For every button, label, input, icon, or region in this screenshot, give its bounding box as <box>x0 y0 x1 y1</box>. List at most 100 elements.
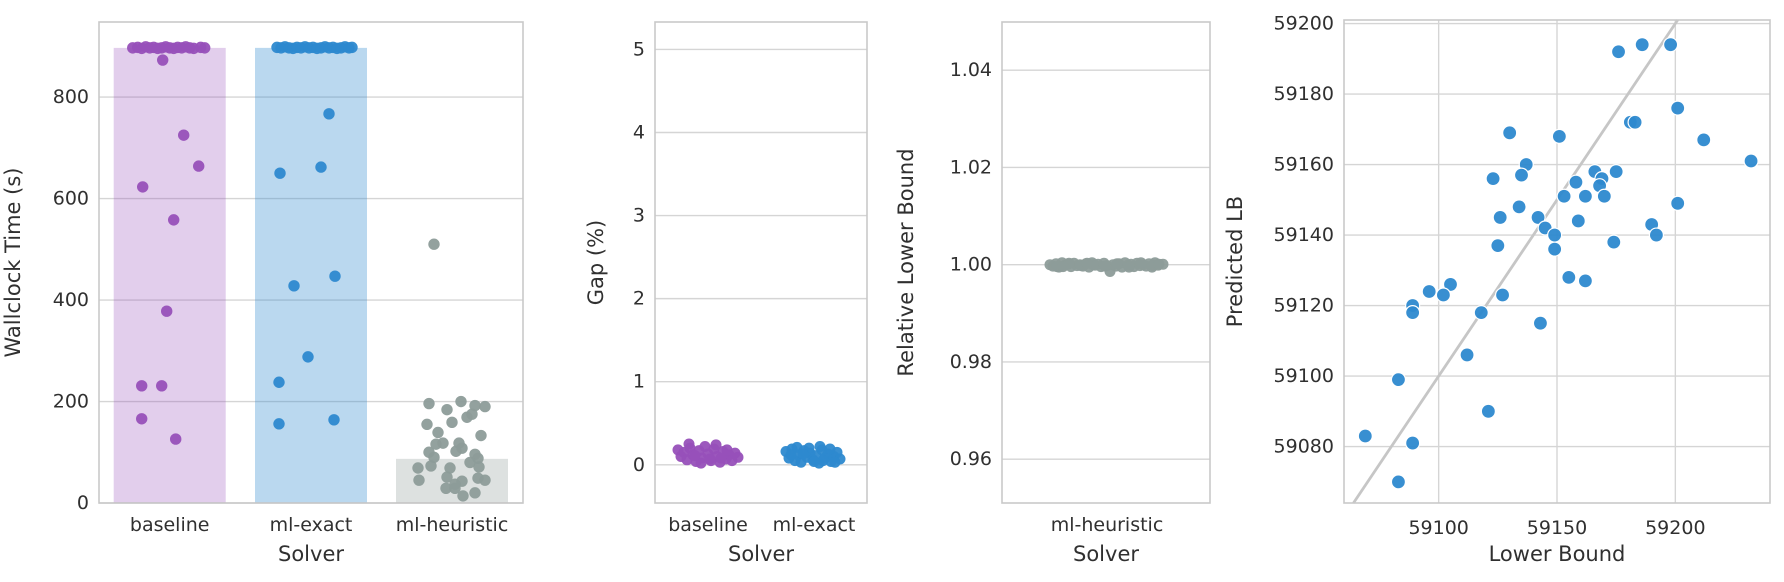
data-point <box>1502 125 1518 141</box>
data-point <box>1532 315 1549 331</box>
data-point-ml-exact <box>329 270 341 282</box>
data-point-baseline <box>710 439 722 451</box>
data-point-baseline <box>161 305 173 317</box>
data-point <box>1485 171 1501 187</box>
data-point <box>1648 227 1665 243</box>
data-point-baseline <box>170 433 182 445</box>
data-point-baseline <box>136 380 148 392</box>
y-tick-label: 1.00 <box>950 254 992 276</box>
y-axis-label: Predicted LB <box>1223 196 1247 327</box>
data-point-ml-heuristic <box>446 416 458 429</box>
data-point-ml-heuristic <box>440 482 452 494</box>
data-point <box>1530 209 1546 226</box>
data-point <box>1473 305 1489 321</box>
data-point-ml-heuristic <box>413 474 425 486</box>
y-tick-label: 59140 <box>1274 224 1334 246</box>
data-point-baseline <box>683 438 695 450</box>
x-category-label: ml-exact <box>773 514 856 536</box>
data-point-ml-heuristic <box>469 399 481 412</box>
y-tick-label: 0 <box>633 454 645 476</box>
data-point <box>1459 347 1475 363</box>
x-tick-label: 59200 <box>1645 517 1705 539</box>
data-point-ml-heuristic <box>444 462 456 474</box>
data-point-baseline <box>199 42 211 54</box>
y-tick-label: 4 <box>633 121 645 143</box>
data-point-ml-exact <box>346 41 358 54</box>
y-tick-label: 1 <box>633 371 645 393</box>
data-point <box>1577 188 1594 204</box>
data-point <box>1561 269 1577 285</box>
identity-line <box>1352 19 1679 504</box>
data-point <box>1596 188 1612 204</box>
bar-baseline <box>113 47 226 503</box>
data-point-ml-exact <box>797 448 809 460</box>
y-tick-label: 1.02 <box>950 156 992 178</box>
data-point-baseline <box>695 457 707 469</box>
data-point <box>1608 163 1624 180</box>
x-category-label: baseline <box>130 514 210 536</box>
y-tick-label: 59120 <box>1274 295 1334 317</box>
data-point-baseline <box>137 181 149 193</box>
plot-border <box>1001 21 1211 504</box>
data-point <box>1547 241 1563 257</box>
x-category-label: ml-heuristic <box>1051 514 1164 536</box>
data-point-ml-exact <box>315 161 327 173</box>
data-point-baseline <box>689 450 701 462</box>
data-point <box>1435 287 1452 303</box>
y-tick-label: 0 <box>77 492 89 514</box>
data-point-ml-heuristic <box>1135 257 1147 269</box>
data-point-ml-exact <box>829 456 841 468</box>
data-point-ml-exact <box>328 414 340 426</box>
data-point <box>1743 153 1759 169</box>
y-tick-label: 3 <box>633 205 645 227</box>
data-point <box>1606 234 1622 250</box>
data-point-ml-exact <box>785 449 797 461</box>
data-point <box>1551 128 1567 144</box>
data-point <box>1390 474 1407 490</box>
data-point-ml-heuristic <box>432 426 444 439</box>
data-point-baseline <box>715 452 727 464</box>
data-point <box>1577 273 1594 289</box>
data-point <box>1570 213 1586 229</box>
y-tick-label: 0.96 <box>950 448 992 470</box>
data-point <box>1490 238 1506 254</box>
data-point-ml-heuristic <box>437 437 449 449</box>
x-category-label: ml-heuristic <box>396 514 509 536</box>
data-point <box>1405 435 1421 451</box>
data-point-ml-exact <box>824 443 836 455</box>
data-point-ml-exact <box>302 351 314 363</box>
data-point-ml-exact <box>273 418 285 430</box>
plot-border <box>98 21 524 504</box>
data-point <box>1696 132 1712 148</box>
data-point-ml-exact <box>273 376 285 388</box>
data-point <box>1634 37 1650 53</box>
data-point-ml-heuristic <box>475 429 487 442</box>
data-point-ml-heuristic <box>412 462 424 474</box>
data-point <box>1662 37 1679 53</box>
data-point <box>1547 227 1563 243</box>
data-point-ml-heuristic <box>428 451 440 464</box>
plot-border <box>654 21 868 504</box>
data-point <box>1670 100 1686 116</box>
data-point <box>1494 287 1511 303</box>
data-point <box>1442 276 1459 293</box>
data-point <box>1627 114 1643 130</box>
y-tick-label: 59100 <box>1274 365 1334 387</box>
y-tick-label: 59160 <box>1274 154 1334 176</box>
data-point <box>1421 283 1437 300</box>
data-point-baseline <box>178 129 190 141</box>
data-point-ml-heuristic <box>421 418 433 431</box>
data-point <box>1511 199 1527 215</box>
y-tick-label: 400 <box>53 289 89 311</box>
x-axis-label: Solver <box>728 542 794 566</box>
data-point-ml-exact <box>288 280 300 292</box>
data-point-baseline <box>732 451 744 463</box>
data-point-baseline <box>704 453 716 465</box>
data-point-ml-heuristic <box>479 474 491 486</box>
data-point-ml-heuristic <box>441 403 453 416</box>
data-point-ml-heuristic <box>457 490 469 502</box>
data-point <box>1568 174 1584 190</box>
data-point <box>1480 403 1496 419</box>
data-point <box>1513 167 1530 183</box>
